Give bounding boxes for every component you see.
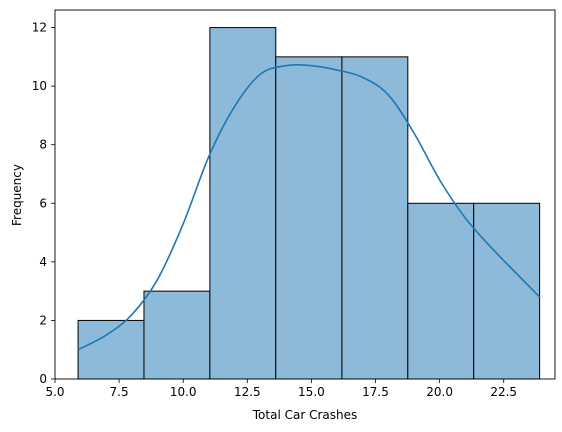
x-axis-label: Total Car Crashes [252, 408, 357, 422]
x-tick-label: 5.0 [45, 385, 64, 399]
y-tick-label: 10 [32, 79, 47, 93]
x-tick-label: 10.0 [170, 385, 197, 399]
histogram-bar-7 [473, 202, 541, 380]
histogram-bar-5 [341, 56, 409, 380]
histogram-bar-2 [143, 290, 211, 380]
x-tick-label: 17.5 [362, 385, 389, 399]
histogram-bar-3 [209, 27, 277, 380]
y-axis-ticks: 0 2 4 6 8 10 12 [32, 21, 55, 386]
histogram-bar-1 [77, 319, 145, 380]
histogram-bar-4 [275, 56, 343, 380]
y-axis-label: Frequency [10, 164, 24, 226]
y-tick-label: 6 [39, 196, 47, 210]
histogram-bar-6 [407, 202, 475, 380]
x-tick-label: 22.5 [490, 385, 517, 399]
y-tick-label: 2 [39, 313, 47, 327]
x-tick-label: 7.5 [110, 385, 129, 399]
histogram-bars [77, 27, 541, 380]
y-tick-label: 12 [32, 21, 47, 35]
x-tick-label: 12.5 [234, 385, 261, 399]
y-tick-label: 4 [39, 255, 47, 269]
kde-curve [77, 64, 541, 351]
x-tick-label: 20.0 [426, 385, 453, 399]
y-tick-label: 8 [39, 138, 47, 152]
x-tick-label: 15.0 [298, 385, 325, 399]
x-axis-ticks: 5.0 7.5 10.0 12.5 15.0 17.5 20.0 22.5 [45, 379, 517, 399]
y-tick-label: 0 [39, 372, 47, 386]
plot-frame [54, 9, 556, 380]
